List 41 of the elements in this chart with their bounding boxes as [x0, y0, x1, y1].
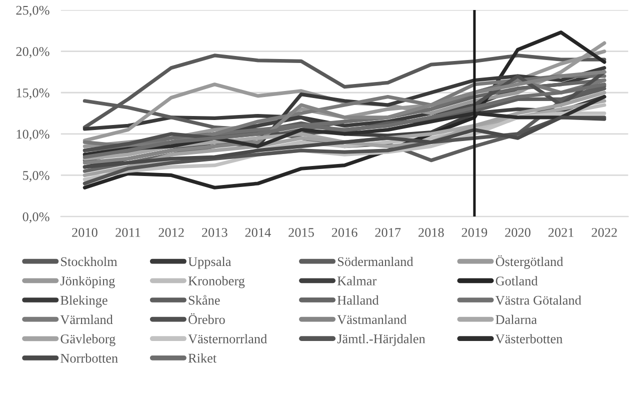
y-tick-label: 15,0% [16, 88, 50, 100]
x-tick-label: 2014 [245, 228, 271, 237]
x-tick-label: 2019 [462, 228, 488, 237]
legend-label: Västra Götaland [495, 295, 582, 305]
legend-label: Dalarna [496, 314, 537, 324]
legend-label: Halland [337, 295, 379, 305]
legend-label: Gävleborg [60, 334, 116, 346]
x-tick-label: 2021 [548, 228, 574, 237]
legend-label: Södermanland [338, 256, 414, 266]
x-tick-label: 2012 [158, 228, 184, 237]
legend-label: Norrbotten [60, 353, 118, 363]
legend-label: Värmland [60, 314, 113, 324]
legend-label: Örebro [188, 313, 225, 324]
x-tick-label: 2015 [288, 228, 314, 237]
y-tick-label: 25,0% [16, 6, 50, 17]
legend-label: Blekinge [60, 295, 108, 308]
x-tick-label: 2020 [505, 228, 530, 237]
legend-label: Jämtl.-Härjdalen [337, 334, 426, 346]
legend-label: Uppsala [188, 256, 232, 269]
y-tick-label: 0,0% [22, 212, 50, 224]
y-tick-label: 5,0% [23, 171, 50, 182]
x-tick-label: 2018 [418, 228, 444, 237]
x-tick-label: 2022 [592, 228, 617, 237]
legend-label: Gotland [496, 276, 538, 286]
legend-label: Östergötland [496, 255, 564, 269]
y-tick-label: 20,0% [16, 47, 50, 58]
legend-label: Kronoberg [188, 276, 245, 288]
x-tick-label: 2011 [116, 228, 140, 237]
x-tick-label: 2016 [332, 228, 358, 237]
legend-label: Västerbotten [495, 334, 563, 344]
y-tick-label: 10,0% [16, 130, 50, 141]
legend-label: Riket [188, 353, 217, 363]
x-tick-label: 2017 [375, 228, 401, 237]
legend-label: Västernorrland [188, 334, 267, 344]
legend-label: Skåne [188, 295, 220, 305]
x-tick-label: 2010 [72, 228, 98, 237]
legend-label: Västmanland [337, 314, 407, 324]
legend-label: Stockholm [61, 256, 118, 266]
legend-label: Kalmar [337, 276, 377, 286]
legend-label: Jönköping [60, 276, 115, 288]
x-tick-label: 2013 [202, 228, 228, 237]
